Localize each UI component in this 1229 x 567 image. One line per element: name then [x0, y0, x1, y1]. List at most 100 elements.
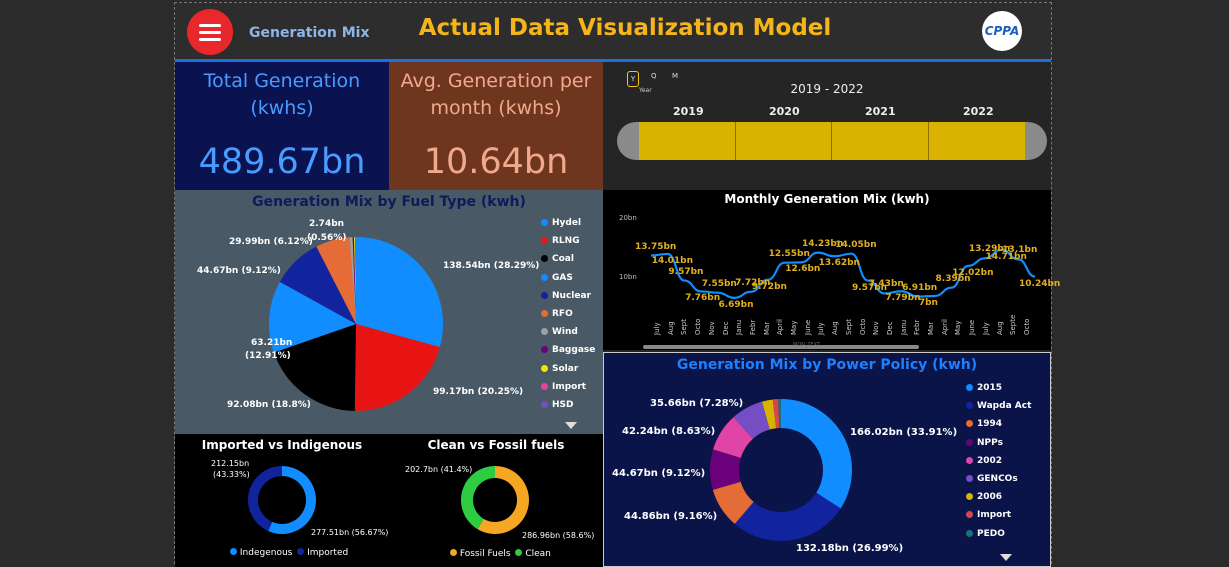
date-range-slicer: Y Q M Year 2019 - 2022 2019 2020 2021 20… — [603, 62, 1051, 190]
monthly-data-label: 7.43bn — [869, 279, 904, 289]
slice-label-wind-pct: (0.56%) — [307, 233, 346, 243]
policy-legend-item-1994[interactable]: 1994 — [966, 419, 1002, 429]
monthly-data-label: 7bn — [919, 298, 938, 308]
slice-label-nuclear: 44.67bn (9.12%) — [197, 266, 281, 276]
monthly-data-label: 13.62bn — [819, 258, 860, 268]
policy-label-1994: 44.86bn (9.16%) — [624, 511, 717, 522]
legend-item-rfo[interactable]: RFO — [541, 309, 573, 319]
legend-item-rlng[interactable]: RLNG — [541, 236, 580, 246]
avg-generation-value: 10.64bn — [389, 142, 603, 182]
policy-legend-item-2002[interactable]: 2002 — [966, 456, 1002, 466]
total-generation-card: Total Generation (kwhs) 489.67bn — [175, 62, 389, 190]
imported-legend: Indegenous Imported — [230, 548, 348, 558]
selected-range: 2019 - 2022 — [603, 82, 1051, 96]
monthly-x-tick: April — [776, 319, 784, 335]
monthly-data-label: 9.57bn — [668, 267, 703, 277]
granularity-month-button[interactable]: M — [672, 72, 678, 80]
slice-label-rfo: 29.99bn (6.12%) — [229, 237, 313, 247]
granularity-quarter-button[interactable]: Q — [651, 72, 657, 80]
cppa-logo: CPPA — [982, 11, 1022, 51]
policy-legend-item-wapda-act[interactable]: Wapda Act — [966, 401, 1031, 411]
monthly-x-tick: Janu — [735, 320, 743, 335]
monthly-x-tick: Septe — [1009, 315, 1017, 335]
indigenous-label: 277.51bn (56.67%) — [311, 528, 388, 537]
monthly-x-tick: Nov — [872, 321, 880, 335]
monthly-data-label: 6.69bn — [718, 300, 753, 310]
monthly-x-tick: Janu — [900, 320, 908, 335]
monthly-generation-panel: Monthly Generation Mix (kwh) 20bn 10bn 1… — [603, 190, 1051, 350]
policy-label-wapda: 132.18bn (26.99%) — [796, 543, 903, 554]
power-policy-panel: Generation Mix by Power Policy (kwh) 166… — [603, 352, 1051, 567]
policy-legend-item-2006[interactable]: 2006 — [966, 492, 1002, 502]
monthly-x-tick: July — [982, 322, 990, 335]
clean-slice-clean[interactable] — [461, 466, 495, 529]
bottom-donuts-panel: Imported vs Indigenous Clean vs Fossil f… — [175, 434, 603, 567]
timeline-year-2019[interactable]: 2019 — [673, 105, 704, 118]
monthly-x-tick: Sept — [845, 319, 853, 335]
monthly-x-tick: Octo — [694, 319, 702, 335]
timeline-year-2021[interactable]: 2021 — [865, 105, 896, 118]
fuel-type-pie-chart[interactable] — [175, 190, 603, 434]
legend-scroll-down-icon[interactable] — [565, 422, 577, 429]
monthly-x-tick: Sept — [680, 319, 688, 335]
timeline-divider — [928, 122, 929, 160]
total-generation-label: Total Generation (kwhs) — [175, 68, 389, 122]
clean-legend: Fossil Fuels Clean — [450, 549, 551, 559]
header-bar: Generation Mix Actual Data Visualization… — [175, 3, 1051, 62]
monthly-data-label: 14.05bn — [835, 240, 876, 250]
monthly-x-tick: Febr — [749, 320, 757, 335]
legend-item-import[interactable]: Import — [541, 382, 586, 392]
monthly-x-tick: Mar — [927, 322, 935, 335]
monthly-x-tick: May — [790, 321, 798, 335]
policy-legend-item-npps[interactable]: NPPs — [966, 438, 1003, 448]
report-canvas: Generation Mix Actual Data Visualization… — [174, 2, 1052, 564]
timeline-divider — [735, 122, 736, 160]
policy-label-2002: 42.24bn (8.63%) — [622, 426, 715, 437]
monthly-x-tick: Aug — [996, 321, 1004, 335]
monthly-data-label: 14.01bn — [652, 256, 693, 266]
monthly-x-tick: June — [968, 320, 976, 335]
legend-item-coal[interactable]: Coal — [541, 254, 574, 264]
monthly-data-label: 6.91bn — [902, 283, 937, 293]
monthly-data-label: 10.24bn — [1019, 279, 1060, 289]
legend-item-wind[interactable]: Wind — [541, 327, 578, 337]
timeline-selection[interactable] — [639, 122, 1025, 160]
imported-slice-imported[interactable] — [248, 466, 282, 531]
imported-label-pct: (43.33%) — [213, 470, 250, 479]
legend-item-hsd[interactable]: HSD — [541, 400, 574, 410]
monthly-x-tick: Mar — [763, 322, 771, 335]
slice-label-gas-pct: (12.91%) — [245, 351, 291, 361]
slice-label-wind: 2.74bn — [309, 219, 344, 229]
policy-label-2015: 166.02bn (33.91%) — [850, 427, 957, 438]
policy-legend-scroll-down-icon[interactable] — [1000, 554, 1012, 561]
policy-legend-item-import[interactable]: Import — [966, 510, 1011, 520]
monthly-data-label: 7.79bn — [885, 293, 920, 303]
fossil-label: 286.96bn (58.6%) — [522, 531, 594, 540]
legend-item-nuclear[interactable]: Nuclear — [541, 291, 591, 301]
page-title: Actual Data Visualization Model — [175, 15, 1075, 41]
monthly-x-tick: Octo — [1023, 319, 1031, 335]
monthly-data-label: 12.6bn — [785, 264, 820, 274]
policy-legend-item-gencos[interactable]: GENCOs — [966, 474, 1018, 484]
policy-slice-2015[interactable] — [781, 399, 852, 508]
policy-label-npps: 44.67bn (9.12%) — [612, 468, 705, 479]
timeline-year-2022[interactable]: 2022 — [963, 105, 994, 118]
monthly-x-tick: Aug — [831, 321, 839, 335]
monthly-x-tick: Febr — [913, 320, 921, 335]
legend-item-gas[interactable]: GAS — [541, 273, 573, 283]
total-generation-value: 489.67bn — [175, 142, 389, 182]
policy-legend-item-pedo[interactable]: PEDO — [966, 529, 1005, 539]
timeline-divider — [831, 122, 832, 160]
horizontal-scrollbar[interactable] — [643, 345, 919, 349]
legend-item-baggase[interactable]: Baggase — [541, 345, 595, 355]
legend-item-hydel[interactable]: Hydel — [541, 218, 581, 228]
avg-generation-label: Avg. Generation per month (kwhs) — [389, 68, 603, 122]
monthly-x-tick: May — [954, 321, 962, 335]
imported-label: 212.15bn — [211, 459, 249, 468]
monthly-data-label: 7.76bn — [685, 293, 720, 303]
monthly-data-label: 12.55bn — [769, 249, 810, 259]
policy-legend-item-2015[interactable]: 2015 — [966, 383, 1002, 393]
timeline-year-2020[interactable]: 2020 — [769, 105, 800, 118]
legend-item-solar[interactable]: Solar — [541, 364, 578, 374]
monthly-x-tick: June — [804, 320, 812, 335]
